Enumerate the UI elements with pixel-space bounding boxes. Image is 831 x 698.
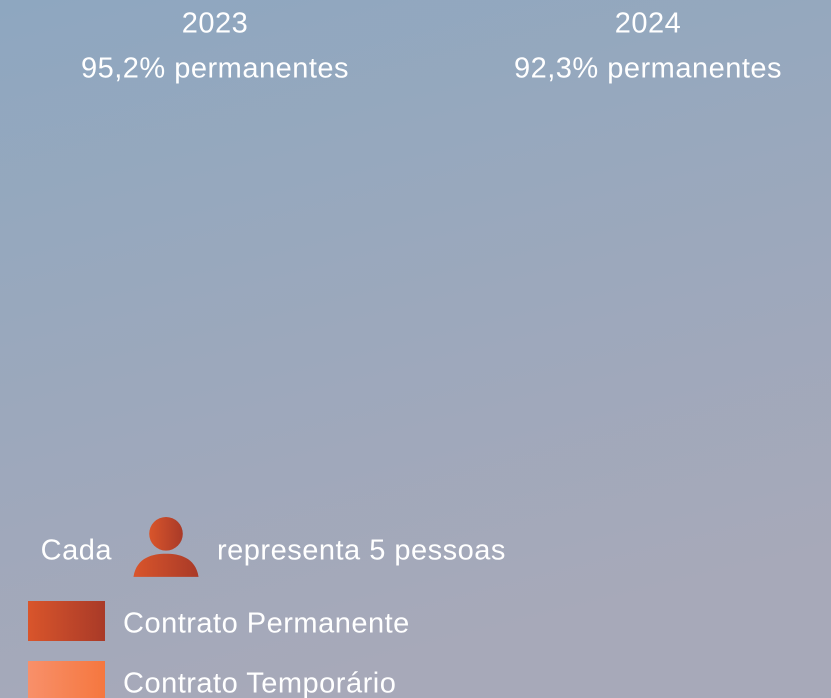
icon-head [149, 517, 183, 551]
legend-label: Contrato Temporário [123, 668, 396, 698]
legend-swatch [28, 661, 105, 698]
group-subtitle: 92,3% permanentes [514, 53, 782, 85]
icon-body [133, 553, 199, 577]
legend-swatch [28, 601, 105, 641]
unit-text: representa 5 pessoas [217, 535, 506, 567]
unit-text: Cada [41, 535, 113, 567]
legend-label: Contrato Permanente [123, 608, 410, 640]
group-subtitle: 95,2% permanentes [81, 53, 349, 85]
group-title: 2024 [615, 8, 682, 40]
person-icon [133, 517, 199, 577]
group-title: 2023 [182, 8, 249, 40]
